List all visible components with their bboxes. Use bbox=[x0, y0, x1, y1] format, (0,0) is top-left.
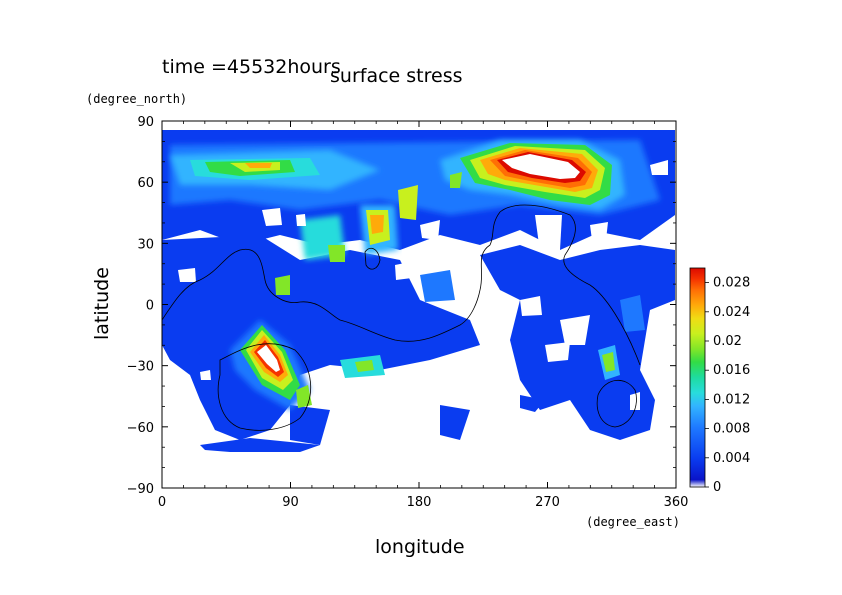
x-tick-label: 90 bbox=[282, 495, 299, 510]
y-tick-label: 90 bbox=[137, 115, 154, 130]
coastline-west bbox=[162, 248, 481, 342]
x-axis-ticks: 0 90 180 270 360 bbox=[158, 121, 689, 510]
y-tick-label: 60 bbox=[137, 176, 154, 191]
x-axis-label: longitude bbox=[375, 536, 465, 558]
colorbar-ticks: 0.028 0.024 0.02 0.016 0.012 0.008 0.004 0 bbox=[705, 276, 750, 495]
y-tick-label: 30 bbox=[137, 237, 154, 252]
y-axis-ticks: 90 60 30 0 −30 −60 −90 bbox=[127, 115, 676, 497]
colorbar-tick-label: 0.024 bbox=[713, 305, 750, 320]
colorbar-tick-label: 0.02 bbox=[713, 334, 742, 349]
colorbar-tick-label: 0.012 bbox=[713, 392, 750, 407]
coastlines bbox=[162, 204, 641, 431]
y-axis-label: latitude bbox=[91, 267, 113, 340]
coastline-east bbox=[596, 380, 637, 428]
x-tick-label: 360 bbox=[664, 495, 689, 510]
stress-field bbox=[162, 130, 675, 452]
coastline-island bbox=[364, 247, 381, 270]
coastline-south-africa bbox=[217, 343, 312, 431]
y-tick-label: −30 bbox=[127, 360, 154, 375]
time-label: time =45532hours bbox=[162, 56, 341, 78]
y-tick-label: −90 bbox=[127, 482, 154, 497]
colorbar-tick-label: 0.016 bbox=[713, 363, 750, 378]
y-unit-label: (degree_north) bbox=[86, 92, 187, 106]
x-tick-label: 0 bbox=[158, 495, 166, 510]
x-tick-label: 270 bbox=[535, 495, 560, 510]
colorbar-tick-label: 0.008 bbox=[713, 422, 750, 437]
colorbar-tick-label: 0 bbox=[713, 480, 721, 495]
colorbar-tick-label: 0.004 bbox=[713, 451, 750, 466]
y-tick-label: 0 bbox=[146, 299, 154, 314]
colorbar-tick-label: 0.028 bbox=[713, 276, 750, 291]
coastline-north bbox=[479, 204, 641, 366]
x-tick-label: 180 bbox=[407, 495, 432, 510]
y-tick-label: −60 bbox=[127, 421, 154, 436]
colorbar bbox=[689, 267, 706, 488]
x-unit-label: (degree_east) bbox=[586, 515, 680, 529]
chart-title: surface stress bbox=[330, 65, 463, 87]
